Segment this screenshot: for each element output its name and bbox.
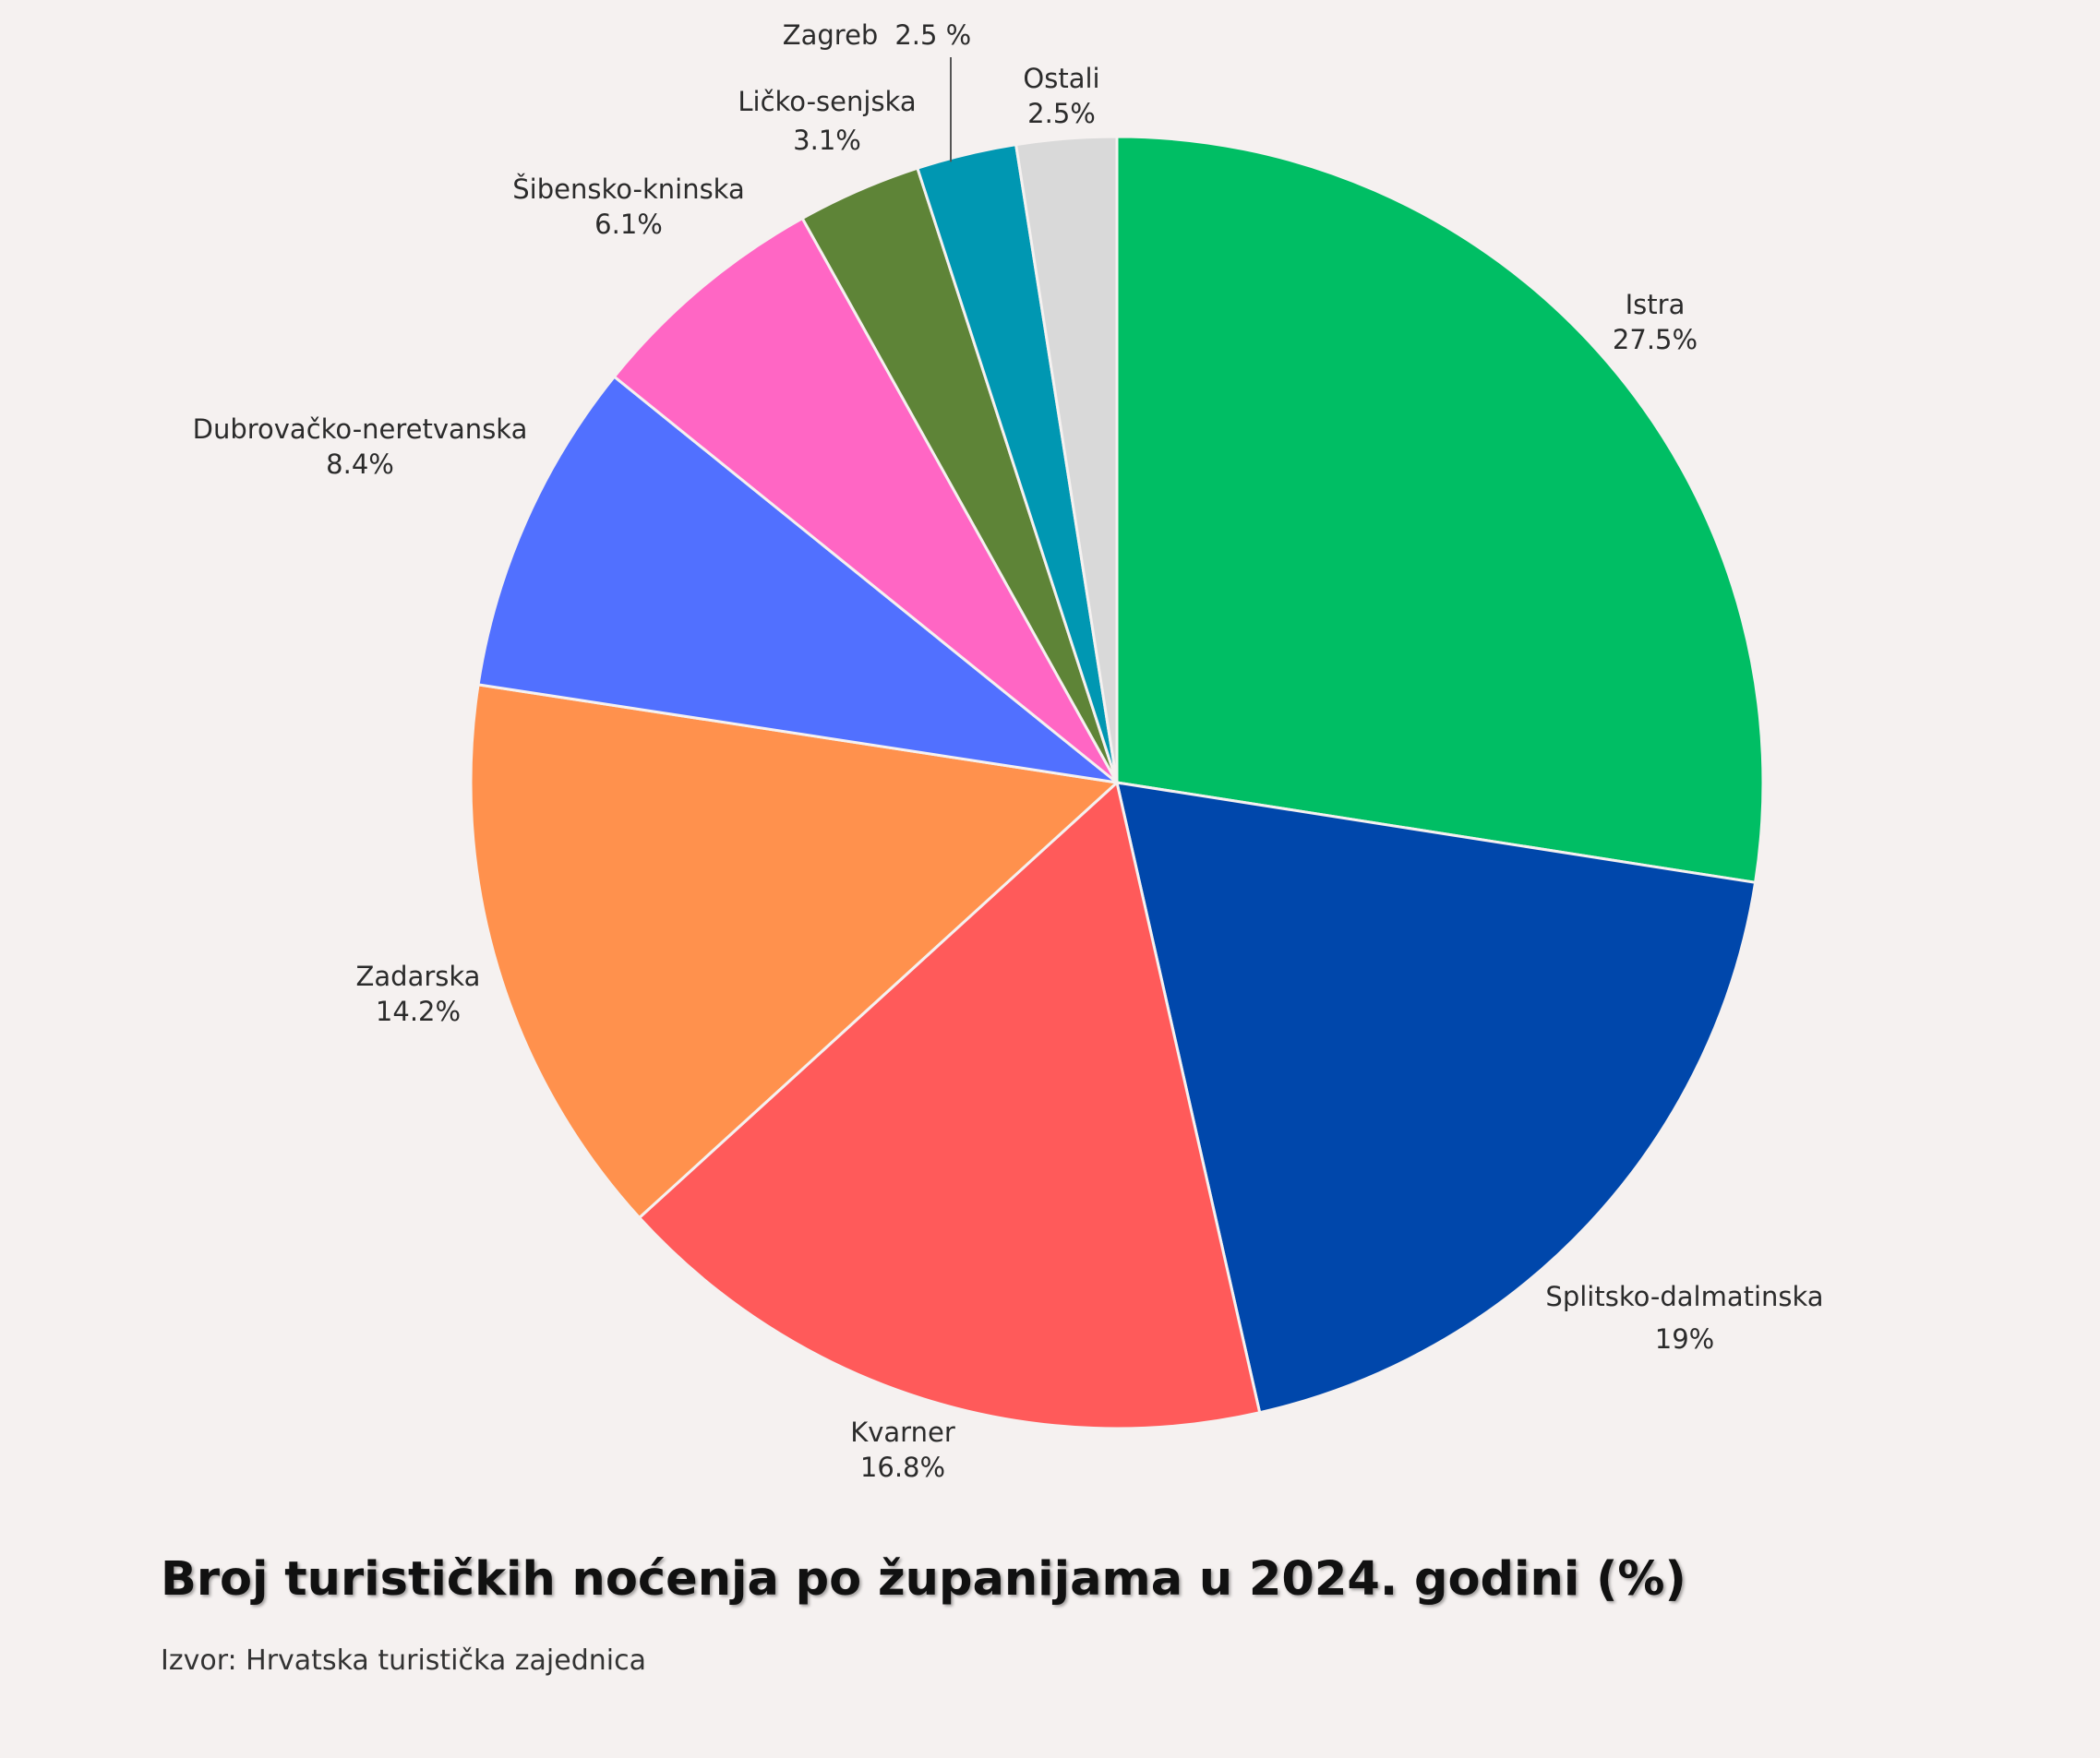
slice-label-zadarska: Zadarska [356, 961, 481, 992]
slice-label-kvarner: Kvarner [850, 1417, 955, 1448]
slice-label-sibensko-kninska: Šibensko-kninska [512, 173, 744, 205]
slice-label-licko-senjska: Ličko-senjska [738, 86, 916, 117]
slice-splitsko-dalmatinska [1115, 781, 1758, 1415]
slice-label-value: 2.5 % [894, 19, 971, 51]
slice-value-kvarner: 16.8% [860, 1452, 945, 1483]
slice-value-splitsko-dalmatinska: 19% [1655, 1323, 1714, 1355]
slice-istra [1115, 135, 1765, 885]
slice-value-sibensko-kninska: 6.1% [594, 209, 663, 240]
slice-sibensko-kninska [612, 216, 1119, 784]
slice-value-licko-senjska: 3.1% [793, 125, 861, 156]
slice-kvarner [637, 780, 1262, 1430]
slice-label-zagreb: Zagreb 2.5 % [783, 19, 972, 51]
slice-label-splitsko-dalmatinska: Splitsko-dalmatinska [1545, 1281, 1823, 1312]
slice-label-istra: Istra [1626, 289, 1686, 320]
chart-source: Izvor: Hrvatska turistička zajednica [161, 1644, 646, 1677]
slice-dubrovacko-neretvanska [476, 375, 1122, 785]
slice-label-ostali: Ostali [1023, 63, 1099, 94]
slice-value-zadarska: 14.2% [376, 996, 461, 1027]
slice-label-dubrovacko-neretvanska: Dubrovačko-neretvanska [193, 413, 528, 445]
chart-title: Broj turističkih noćenja po županijama u… [161, 1552, 1686, 1607]
pie-slices [469, 135, 1765, 1430]
slice-value-istra: 27.5% [1613, 324, 1698, 355]
slice-label-name: Zagreb [783, 19, 879, 51]
slice-labels: Istra 27.5% Splitsko-dalmatinska 19% Kvarner… [193, 19, 1824, 1483]
slice-ostali [1014, 135, 1119, 783]
slice-value-dubrovacko-neretvanska: 8.4% [326, 448, 394, 480]
slice-value-ostali: 2.5% [1027, 98, 1096, 129]
slice-zadarska [469, 683, 1121, 1220]
